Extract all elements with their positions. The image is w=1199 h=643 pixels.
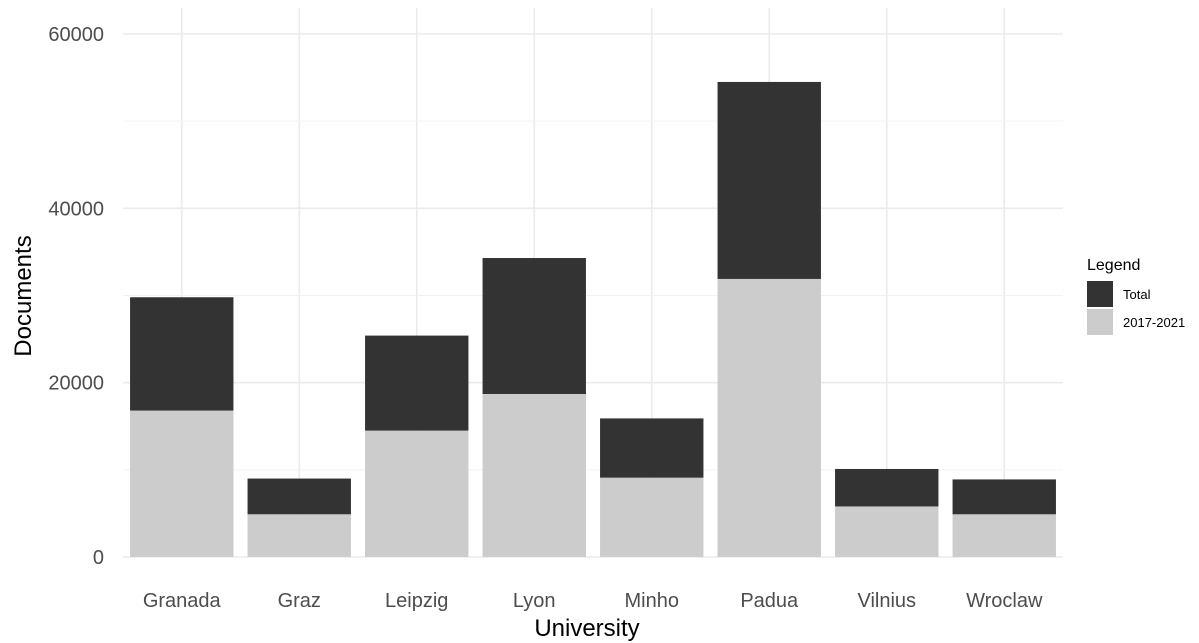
legend-swatch xyxy=(1087,309,1113,335)
x-tick-label: Graz xyxy=(278,590,321,612)
legend-label: 2017-2021 xyxy=(1123,315,1185,330)
bar-wroclaw-2017-2021 xyxy=(952,514,1056,557)
bar-graz-total xyxy=(247,478,351,515)
x-tick-label: Wroclaw xyxy=(966,590,1043,612)
legend-title: Legend xyxy=(1087,257,1140,274)
bar-minho-total xyxy=(600,418,704,478)
y-tick-label: 40000 xyxy=(48,198,104,220)
bar-graz-2017-2021 xyxy=(247,514,351,557)
y-axis-title: Documents xyxy=(10,235,37,356)
x-tick-label: Granada xyxy=(143,590,222,612)
bar-padua-total xyxy=(717,81,821,279)
bar-leipzig-2017-2021 xyxy=(365,430,469,557)
y-tick-label: 0 xyxy=(93,547,104,569)
bar-padua-2017-2021 xyxy=(717,278,821,557)
x-tick-label: Vilnius xyxy=(857,590,916,612)
y-tick-label: 20000 xyxy=(48,373,104,395)
x-tick-label: Leipzig xyxy=(385,590,448,612)
legend: Legend Total 2017-2021 xyxy=(1087,257,1185,335)
bar-lyon-total xyxy=(482,258,586,394)
bar-granada-total xyxy=(130,297,234,411)
bar-wroclaw-total xyxy=(952,479,1056,515)
x-axis-ticks: Granada Graz Leipzig Lyon Minho Padua Vilnius W… xyxy=(143,590,1043,612)
bar-leipzig-total xyxy=(365,335,469,431)
legend-swatch xyxy=(1087,281,1113,307)
bar-lyon-2017-2021 xyxy=(482,393,586,557)
bar-vilnius-2017-2021 xyxy=(835,506,939,557)
legend-items: Total 2017-2021 xyxy=(1087,281,1185,335)
bars xyxy=(130,81,1056,557)
y-axis-ticks: 0 20000 40000 60000 xyxy=(48,24,104,569)
y-tick-label: 60000 xyxy=(48,24,104,46)
x-axis-title: University xyxy=(534,615,639,642)
x-tick-label: Minho xyxy=(625,590,679,612)
bar-minho-2017-2021 xyxy=(600,477,704,557)
x-tick-label: Lyon xyxy=(513,590,556,612)
x-tick-label: Padua xyxy=(740,590,799,612)
bar-vilnius-total xyxy=(835,468,939,507)
bar-granada-2017-2021 xyxy=(130,410,234,557)
legend-label: Total xyxy=(1123,287,1151,302)
